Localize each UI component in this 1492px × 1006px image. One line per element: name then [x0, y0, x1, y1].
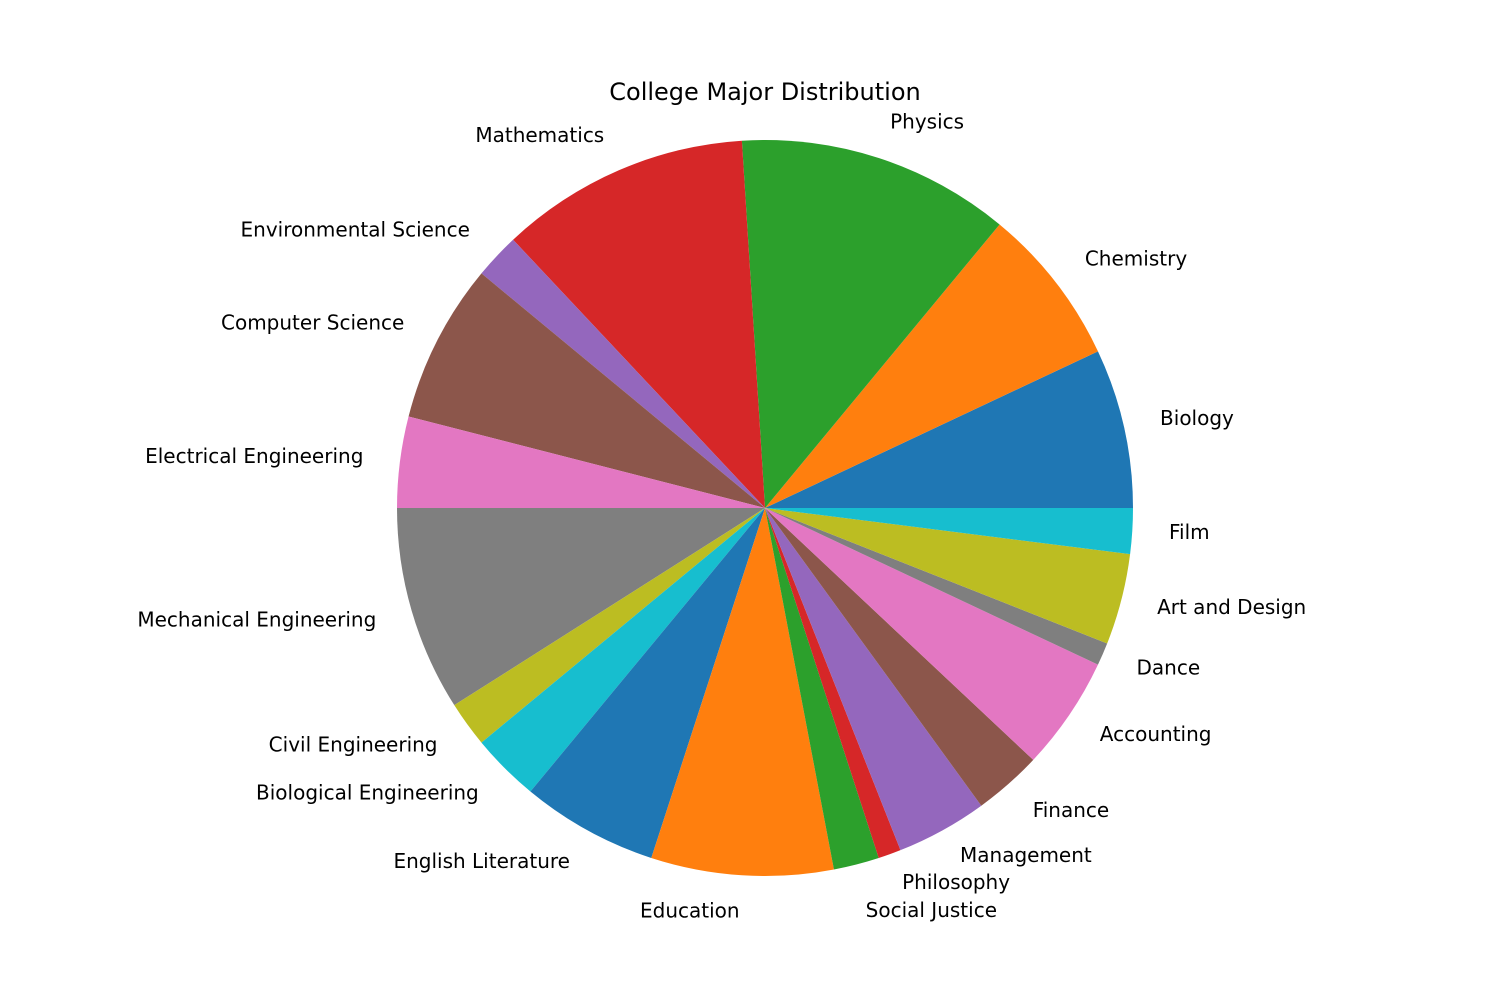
pie-slice-mechanical-engineering	[397, 508, 765, 706]
slice-label: Social Justice	[866, 898, 997, 922]
slice-label: Electrical Engineering	[145, 444, 363, 468]
pie-slice-biology	[765, 351, 1133, 508]
slice-label: Film	[1169, 520, 1210, 544]
slice-label: Chemistry	[1085, 246, 1187, 270]
slice-label: Art and Design	[1157, 595, 1306, 619]
pie-slices	[397, 140, 1133, 876]
slice-label: Mathematics	[475, 123, 604, 147]
pie-slice-art-and-design	[765, 508, 1131, 644]
slice-label: Computer Science	[221, 311, 404, 335]
slice-label: Biological Engineering	[256, 781, 479, 805]
slice-label: Accounting	[1100, 722, 1212, 746]
pie-slice-management	[765, 508, 982, 851]
pie-slice-english-literature	[530, 508, 765, 858]
pie-slice-chemistry	[765, 224, 1098, 509]
pie-slice-dance	[765, 508, 1108, 665]
pie-slice-biological-engineering	[481, 508, 765, 792]
slice-label: Management	[960, 843, 1092, 867]
slice-label: Environmental Science	[241, 217, 470, 241]
pie-slice-finance	[765, 508, 1034, 806]
slice-label: Philosophy	[902, 870, 1010, 894]
slice-label: Physics	[890, 110, 964, 134]
slice-label: Finance	[1033, 798, 1110, 822]
chart-title: College Major Distribution	[609, 78, 920, 106]
pie-slice-electrical-engineering	[397, 416, 765, 508]
pie-slice-civil-engineering	[454, 508, 765, 743]
pie-slice-environmental-science	[481, 239, 765, 508]
pie-slice-computer-science	[408, 273, 765, 508]
slice-label: English Literature	[393, 849, 570, 873]
pie-slice-philosophy	[765, 508, 901, 858]
slice-label: Mechanical Engineering	[137, 607, 376, 631]
slice-label: Dance	[1137, 655, 1201, 679]
slice-label: Civil Engineering	[269, 732, 438, 756]
pie-slice-physics	[741, 140, 1000, 508]
pie-slice-education	[651, 508, 834, 876]
pie-slice-mathematics	[513, 140, 765, 508]
pie-slice-social-justice	[765, 508, 879, 870]
pie-slice-film	[765, 508, 1133, 555]
slice-label: Biology	[1160, 406, 1234, 430]
slice-label: Education	[640, 899, 740, 923]
pie-slice-accounting	[765, 508, 1098, 760]
pie-labels: Biology Chemistry Physics Mathematics Enviro…	[137, 110, 1306, 923]
